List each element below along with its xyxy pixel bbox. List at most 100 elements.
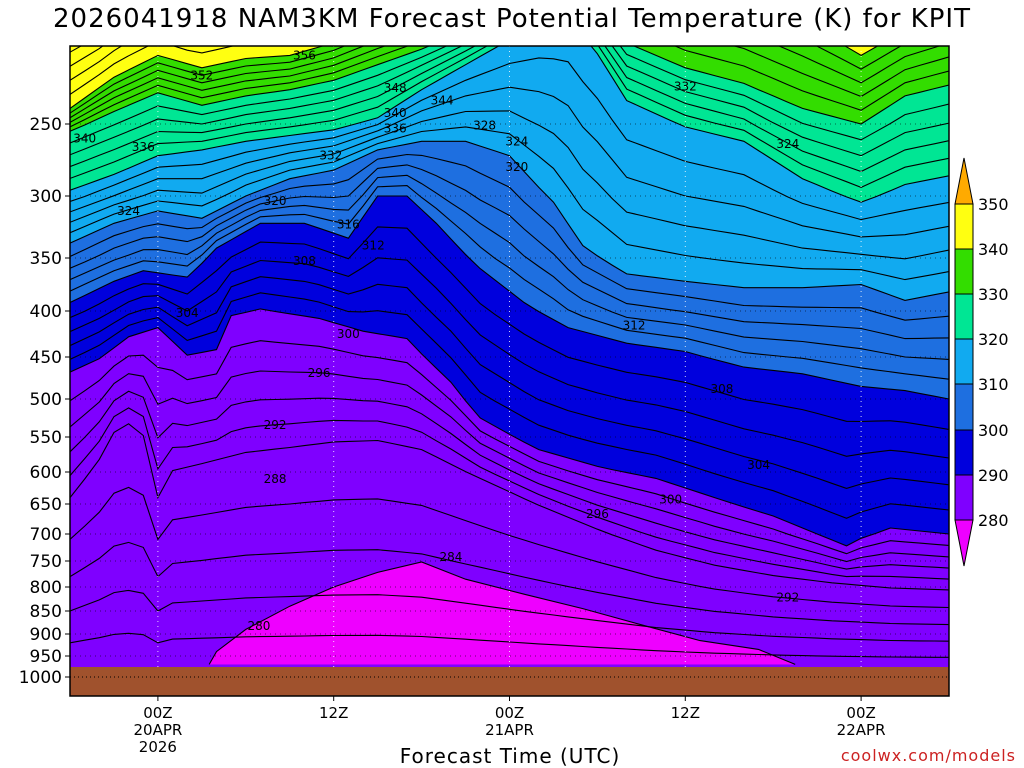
contour-label: 312 bbox=[362, 239, 385, 253]
chart-title: 2026041918 NAM3KM Forecast Potential Tem… bbox=[53, 4, 971, 34]
contour-line bbox=[70, 46, 949, 128]
y-tick-label: 500 bbox=[30, 390, 62, 410]
contour-label: 296 bbox=[586, 507, 609, 521]
x-tick-label: 12Z bbox=[671, 704, 700, 722]
contour-line bbox=[70, 486, 949, 609]
contour-label: 280 bbox=[248, 619, 271, 633]
contour-label: 352 bbox=[190, 69, 213, 83]
y-tick-label: 850 bbox=[30, 602, 62, 622]
contour-label: 328 bbox=[473, 118, 496, 132]
colorbar-swatch bbox=[954, 474, 974, 521]
contour-line bbox=[70, 308, 949, 547]
colorbar-label: 310 bbox=[978, 375, 1009, 394]
contour-line bbox=[70, 46, 949, 188]
colorbar-under bbox=[954, 519, 974, 567]
contour-line bbox=[70, 276, 949, 489]
contour-line bbox=[70, 153, 949, 321]
credit-text: coolwx.com/models bbox=[840, 746, 1016, 765]
y-tick-label: 1000 bbox=[19, 668, 62, 688]
band-330-340 bbox=[70, 46, 949, 132]
y-tick-label: 950 bbox=[30, 647, 62, 667]
contour-label: 344 bbox=[431, 94, 454, 108]
colorbar: 280 290 300 310 320 330 340 350 bbox=[954, 157, 1009, 567]
x-tick-label: 20APR bbox=[133, 721, 182, 739]
x-tick-label: 12Z bbox=[319, 704, 348, 722]
colorbar-label: 280 bbox=[978, 511, 1009, 530]
y-tick-label: 450 bbox=[30, 348, 62, 368]
contour-label: 336 bbox=[132, 140, 155, 154]
colorbar-swatch bbox=[954, 338, 974, 385]
y-tick-label: 750 bbox=[30, 552, 62, 572]
contour-line bbox=[70, 86, 949, 238]
colorbar-label: 320 bbox=[978, 330, 1009, 349]
contour-label: 324 bbox=[776, 137, 799, 151]
contour-line bbox=[70, 541, 949, 626]
contour-line bbox=[70, 46, 941, 119]
y-tick-label: 400 bbox=[30, 302, 62, 322]
x-axis-title: Forecast Time (UTC) bbox=[399, 744, 621, 768]
colorbar-swatch bbox=[954, 203, 974, 250]
y-tick-label: 800 bbox=[30, 578, 62, 598]
contour-line bbox=[70, 46, 949, 132]
contour-label: 312 bbox=[623, 319, 646, 333]
contour-line bbox=[70, 257, 949, 459]
y-tick-label: 650 bbox=[30, 495, 62, 515]
grid-lines bbox=[70, 46, 949, 696]
contour-label: 324 bbox=[505, 134, 528, 148]
contour-line bbox=[70, 46, 902, 114]
x-tick-label: 2026 bbox=[139, 738, 177, 756]
contour-line bbox=[70, 126, 949, 281]
contour-line bbox=[70, 174, 949, 360]
contour-line bbox=[70, 46, 949, 157]
contour-line-280 bbox=[208, 561, 796, 665]
y-tick-label: 600 bbox=[30, 463, 62, 483]
contour-line bbox=[70, 292, 949, 519]
contour-label: 320 bbox=[264, 194, 287, 208]
plot-area: 3563523483443403363403363323283243203323… bbox=[70, 46, 949, 696]
x-tick-label: 22APR bbox=[837, 721, 886, 739]
colorbar-swatch bbox=[954, 429, 974, 476]
colorbar-label: 300 bbox=[978, 421, 1009, 440]
colorbar-over bbox=[954, 157, 974, 205]
contour-line bbox=[70, 46, 949, 173]
colorbar-swatch bbox=[954, 383, 974, 431]
contour-label: 340 bbox=[73, 131, 96, 145]
y-tick-label: 900 bbox=[30, 625, 62, 645]
colorbar-label: 330 bbox=[978, 285, 1009, 304]
contour-line bbox=[70, 164, 949, 340]
contour-label: 300 bbox=[659, 493, 682, 507]
y-tick-label: 550 bbox=[30, 428, 62, 448]
contour-line bbox=[70, 46, 235, 95]
contour-label: 296 bbox=[308, 366, 331, 380]
ground-surface bbox=[70, 667, 949, 696]
y-tick-label: 700 bbox=[30, 525, 62, 545]
contour-line bbox=[70, 46, 949, 144]
y-tick-label: 300 bbox=[30, 187, 62, 207]
y-axis: 250 300 350 400 450 500 550 600 650 700 750 800 850 9… bbox=[19, 115, 70, 688]
colorbar-swatch bbox=[954, 248, 974, 295]
contour-labels: 3563523483443403363403363323283243203323… bbox=[73, 48, 799, 633]
band-below-280-top bbox=[209, 562, 796, 665]
contour-label: 304 bbox=[176, 306, 199, 320]
contour-line bbox=[70, 589, 949, 642]
contour-line bbox=[70, 57, 949, 221]
contour-lines bbox=[70, 46, 949, 665]
contour-line bbox=[70, 46, 949, 123]
contour-label: 288 bbox=[264, 472, 287, 486]
contour-label: 308 bbox=[293, 254, 316, 268]
contour-line bbox=[70, 46, 879, 109]
x-tick-label: 21APR bbox=[485, 721, 534, 739]
contour-label: 332 bbox=[319, 149, 342, 163]
contour-label: 284 bbox=[439, 550, 462, 564]
x-tick-label: 00Z bbox=[846, 704, 875, 722]
contour-label: 292 bbox=[776, 591, 799, 605]
contour-label: 332 bbox=[674, 80, 697, 94]
contour-label: 320 bbox=[505, 160, 528, 174]
contour-line bbox=[70, 185, 949, 380]
contour-label: 356 bbox=[293, 48, 316, 62]
contour-label: 348 bbox=[384, 81, 407, 95]
colorbar-label: 290 bbox=[978, 466, 1009, 485]
colorbar-swatch bbox=[954, 293, 974, 340]
